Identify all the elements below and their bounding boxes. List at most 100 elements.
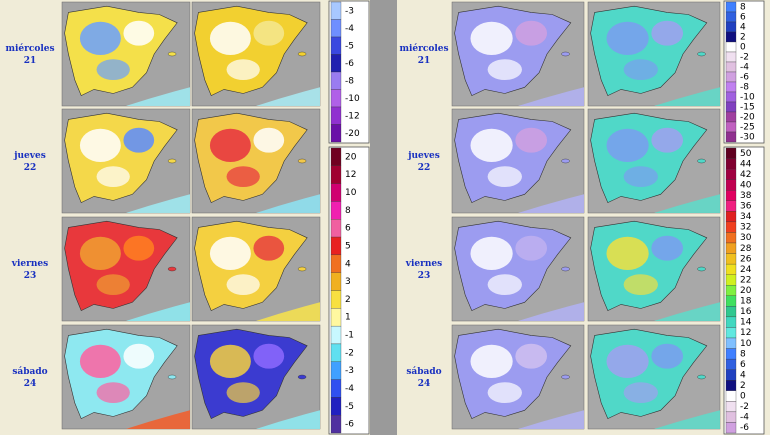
legend-swatch <box>330 361 342 380</box>
day-number: 23 <box>418 271 431 281</box>
legend-swatch <box>725 422 737 434</box>
legend-label: -20 <box>345 129 360 139</box>
legend-label: 0 <box>740 43 746 53</box>
map-island <box>561 51 570 57</box>
legend-label: 8 <box>740 3 746 13</box>
legend-label: 50 <box>740 149 752 159</box>
map-africa <box>654 87 720 106</box>
legend-label: -6 <box>740 73 749 83</box>
legend-swatch <box>725 21 737 33</box>
map-africa <box>256 87 320 106</box>
legend-swatch <box>330 415 342 434</box>
map-africa <box>256 410 320 429</box>
legend-label: 20 <box>740 286 752 296</box>
map-blob <box>253 343 285 369</box>
day-number: 22 <box>24 163 37 173</box>
map-blob <box>487 59 522 80</box>
legend-swatch <box>725 401 737 413</box>
legend-label: -10 <box>345 94 360 104</box>
map-blob <box>96 382 130 403</box>
legend-label: 12 <box>345 170 356 180</box>
legend-swatch <box>725 158 737 170</box>
legend-swatch <box>725 91 737 103</box>
map-island <box>297 266 307 272</box>
legend-label: -3 <box>345 366 354 376</box>
legend-swatch <box>725 179 737 191</box>
legend-swatch <box>330 272 342 291</box>
map-island <box>697 266 706 272</box>
legend-swatch <box>725 168 737 180</box>
legend-swatch <box>330 54 342 73</box>
legend-swatch <box>330 325 342 345</box>
legend-swatch <box>725 71 737 83</box>
legend-label: -2 <box>740 53 749 63</box>
map-blob <box>123 343 155 369</box>
day-number: 23 <box>24 271 37 281</box>
legend-label: 34 <box>740 212 752 222</box>
map-island <box>167 266 177 272</box>
legend-label: 8 <box>740 349 746 359</box>
legend-label: 4 <box>740 370 746 380</box>
legend-label: 4 <box>345 259 351 269</box>
map-africa <box>518 194 584 213</box>
map-blob <box>123 127 155 153</box>
map-blob <box>515 343 548 369</box>
map-blob <box>470 21 513 56</box>
map-africa <box>654 410 720 429</box>
legend-label: 24 <box>740 265 752 275</box>
legend-label: -30 <box>740 133 755 143</box>
legend-label: 2 <box>345 295 351 305</box>
legend-swatch <box>725 81 737 93</box>
legend-swatch <box>725 111 737 123</box>
legend-swatch <box>725 147 737 159</box>
map-blob <box>623 59 658 80</box>
legend-swatch <box>330 165 342 184</box>
day-name: miércoles <box>5 43 54 54</box>
map-africa <box>256 302 320 321</box>
legend-swatch <box>725 200 737 212</box>
legend-label: -1 <box>345 331 354 341</box>
map-blob <box>226 274 260 295</box>
legend-label: -4 <box>345 384 354 394</box>
map-africa <box>126 87 190 106</box>
map-blob <box>651 235 684 261</box>
legend-swatch <box>725 11 737 23</box>
legend-label: 10 <box>740 339 752 349</box>
day-number: 22 <box>418 163 431 173</box>
map-island <box>561 266 570 272</box>
legend-label: -25 <box>740 123 755 133</box>
map-blob <box>79 128 121 163</box>
map-island <box>561 374 570 380</box>
map-island <box>297 51 307 57</box>
legend-label: -3 <box>345 6 354 16</box>
map-africa <box>126 194 190 213</box>
map-blob <box>209 128 251 163</box>
map-blob <box>226 382 260 403</box>
legend-swatch <box>725 369 737 381</box>
legend-label: 22 <box>740 275 751 285</box>
divider <box>370 0 397 435</box>
map-blob <box>623 166 658 188</box>
legend-swatch <box>725 61 737 73</box>
legend-swatch <box>330 124 342 143</box>
legend-label: -8 <box>740 83 749 93</box>
map-africa <box>256 194 320 213</box>
map-blob <box>651 20 684 46</box>
map-blob <box>470 128 513 163</box>
legend-label: 6 <box>345 224 351 234</box>
legend-swatch <box>330 201 342 220</box>
map-blob <box>226 166 260 188</box>
map-blob <box>96 59 130 80</box>
map-blob <box>79 344 121 379</box>
legend-label: -2 <box>740 402 749 412</box>
day-name: miércoles <box>399 43 448 54</box>
map-blob <box>96 166 130 188</box>
map-africa <box>518 410 584 429</box>
map-blob <box>515 235 548 261</box>
map-blob <box>487 274 522 295</box>
map-blob <box>606 21 649 56</box>
legend-label: 6 <box>740 360 746 370</box>
map-blob <box>606 344 649 379</box>
legend-swatch <box>725 190 737 201</box>
